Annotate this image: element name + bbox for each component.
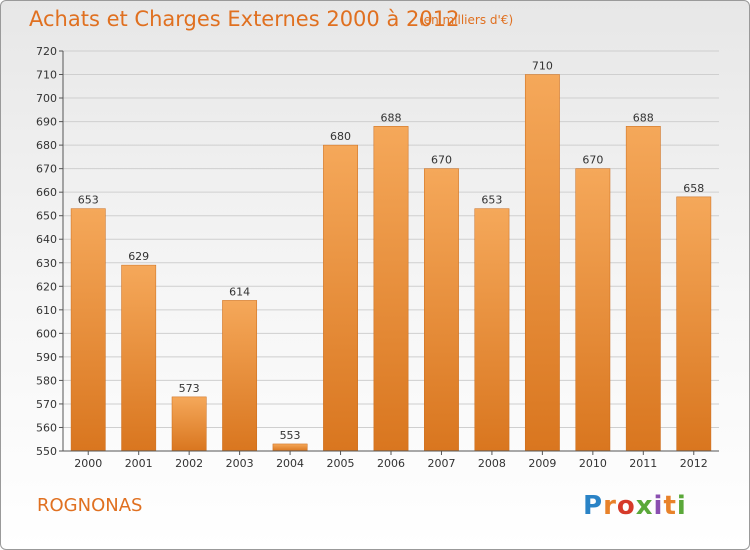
data-label-2011: 688 bbox=[633, 111, 654, 124]
x-tick-label-2007: 2007 bbox=[427, 457, 455, 470]
bar-2000 bbox=[70, 208, 106, 452]
x-tick-label-2010: 2010 bbox=[579, 457, 607, 470]
x-tick-label-2002: 2002 bbox=[175, 457, 203, 470]
y-tick-label: 690 bbox=[36, 116, 57, 129]
x-tick-label-2005: 2005 bbox=[327, 457, 355, 470]
x-tick-label-2009: 2009 bbox=[528, 457, 556, 470]
x-tick-label-2012: 2012 bbox=[680, 457, 708, 470]
y-tick-label: 580 bbox=[36, 374, 57, 387]
y-tick-label: 660 bbox=[36, 186, 57, 199]
data-label-2012: 658 bbox=[683, 182, 704, 195]
bars: 653 629 573 614 553 680 688 670 653 710 670 688 658 bbox=[70, 60, 712, 452]
data-label-2005: 680 bbox=[330, 130, 351, 143]
data-label-2008: 653 bbox=[481, 194, 502, 207]
data-label-2001: 629 bbox=[128, 250, 149, 263]
data-label-2004: 553 bbox=[280, 429, 301, 442]
y-tick-label: 670 bbox=[36, 163, 57, 176]
y-tick-label: 550 bbox=[36, 445, 57, 458]
bar-2006 bbox=[373, 126, 409, 452]
x-tick-label-2003: 2003 bbox=[226, 457, 254, 470]
x-tick-label-2004: 2004 bbox=[276, 457, 304, 470]
proxiti-logo[interactable]: Proxiti bbox=[583, 491, 687, 521]
axes: 5505605705805906006106206306406506606706… bbox=[36, 45, 719, 470]
y-tick-label: 680 bbox=[36, 139, 57, 152]
bar-2010 bbox=[575, 168, 611, 452]
chart-unit: (en milliers d'€) bbox=[419, 13, 514, 27]
bar-2008 bbox=[474, 208, 510, 452]
y-tick-label: 710 bbox=[36, 69, 57, 82]
y-tick-label: 700 bbox=[36, 92, 57, 105]
y-tick-label: 590 bbox=[36, 351, 57, 364]
bar-2004 bbox=[272, 443, 308, 452]
bar-2005 bbox=[323, 144, 358, 452]
data-label-2002: 573 bbox=[179, 382, 200, 395]
chart-title: Achats et Charges Externes 2000 à 2012 bbox=[29, 7, 460, 31]
data-label-2006: 688 bbox=[381, 111, 402, 124]
y-tick-label: 640 bbox=[36, 233, 57, 246]
place-name: ROGNONAS bbox=[37, 495, 143, 516]
x-tick-label-2001: 2001 bbox=[125, 457, 153, 470]
bar-2001 bbox=[121, 264, 157, 452]
data-label-2010: 670 bbox=[582, 154, 603, 167]
y-tick-label: 560 bbox=[36, 421, 57, 434]
data-label-2000: 653 bbox=[78, 194, 99, 207]
bar-2003 bbox=[222, 300, 258, 452]
bar-2009 bbox=[524, 74, 560, 452]
bar-2002 bbox=[171, 396, 207, 452]
x-tick-label-2008: 2008 bbox=[478, 457, 506, 470]
bar-2012 bbox=[676, 196, 712, 452]
y-tick-label: 600 bbox=[36, 327, 57, 340]
data-label-2009: 710 bbox=[532, 60, 553, 73]
bar-2007 bbox=[424, 168, 459, 452]
y-tick-label: 610 bbox=[36, 304, 57, 317]
data-label-2007: 670 bbox=[431, 154, 452, 167]
y-tick-label: 570 bbox=[36, 398, 57, 411]
x-tick-label-2000: 2000 bbox=[74, 457, 102, 470]
y-tick-label: 620 bbox=[36, 280, 57, 293]
data-label-2003: 614 bbox=[229, 285, 250, 298]
x-tick-label-2006: 2006 bbox=[377, 457, 405, 470]
y-tick-label: 650 bbox=[36, 210, 57, 223]
y-tick-label: 630 bbox=[36, 257, 57, 270]
x-tick-label-2011: 2011 bbox=[629, 457, 657, 470]
bar-2011 bbox=[625, 126, 661, 452]
y-tick-label: 720 bbox=[36, 45, 57, 58]
